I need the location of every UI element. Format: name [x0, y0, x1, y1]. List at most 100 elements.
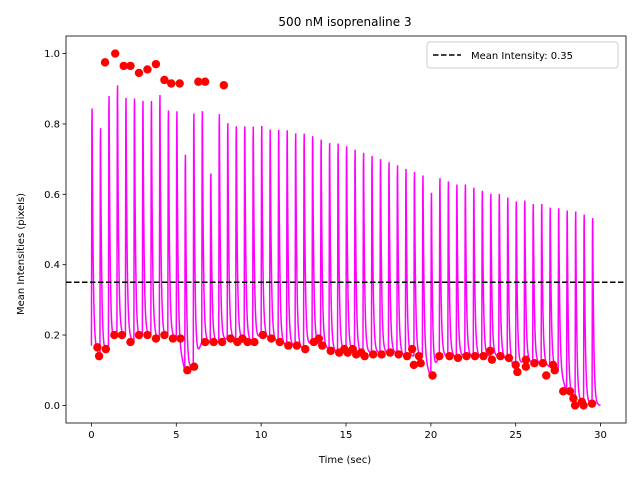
marker-point-12	[219, 81, 229, 90]
y-tick-label-0: 0.0	[44, 401, 60, 412]
marker-point-38	[284, 341, 293, 350]
marker-point-7	[160, 75, 169, 85]
marker-point-51	[360, 351, 369, 361]
x-tick-label-1: 5	[173, 430, 179, 441]
x-tick-label-2: 10	[255, 430, 268, 441]
marker-point-37	[275, 337, 285, 347]
marker-point-80	[550, 366, 559, 375]
y-tick-label-4: 0.8	[44, 119, 60, 130]
marker-point-58	[409, 360, 419, 370]
marker-point-63	[445, 351, 454, 361]
marker-point-19	[134, 330, 144, 340]
marker-point-54	[385, 348, 395, 357]
marker-point-34	[250, 337, 259, 347]
plot-inner	[66, 49, 626, 410]
y-tick-label-2: 0.4	[44, 260, 60, 271]
marker-point-24	[176, 334, 185, 343]
marker-point-59	[416, 358, 425, 368]
marker-point-9	[175, 79, 184, 88]
marker-point-62	[435, 351, 444, 361]
y-tick-label-3: 0.6	[44, 190, 60, 201]
marker-point-64	[453, 353, 463, 363]
x-tick-label-3: 15	[340, 430, 353, 441]
marker-point-55	[394, 350, 403, 359]
marker-point-40	[301, 344, 310, 354]
marker-point-8	[167, 79, 176, 88]
marker-point-66	[470, 351, 480, 361]
marker-point-36	[267, 334, 276, 343]
marker-point-22	[160, 330, 169, 340]
marker-point-87	[587, 399, 597, 408]
x-tick-label-5: 25	[509, 430, 522, 441]
legend-box	[426, 41, 619, 69]
marker-point-33	[243, 337, 252, 347]
marker-point-27	[200, 337, 210, 347]
marker-point-17	[117, 330, 127, 340]
marker-point-78	[542, 371, 551, 380]
marker-point-35	[258, 330, 268, 340]
marker-point-16	[110, 330, 119, 340]
marker-point-28	[209, 337, 218, 347]
marker-point-67	[479, 351, 488, 361]
marker-point-0	[100, 58, 110, 67]
marker-point-84	[570, 401, 580, 410]
marker-point-71	[504, 353, 514, 363]
marker-point-77	[538, 358, 548, 368]
marker-point-29	[217, 337, 227, 347]
marker-point-70	[496, 351, 505, 361]
y-tick-label-5: 1.0	[44, 49, 60, 60]
marker-point-83	[569, 394, 578, 403]
marker-point-65	[462, 351, 471, 361]
marker-point-20	[143, 330, 152, 340]
marker-point-76	[530, 358, 539, 368]
marker-point-25	[183, 366, 192, 375]
marker-point-56	[402, 351, 412, 361]
y-axis-label: Mean Intensities (pixels)	[16, 193, 27, 315]
marker-point-60	[414, 351, 424, 361]
chart-title: 500 nM isoprenaline 3	[278, 15, 411, 29]
legend: Mean Intensity: 0.35	[426, 41, 619, 69]
marker-point-81	[559, 387, 568, 396]
marker-point-2	[119, 61, 128, 71]
marker-point-11	[200, 77, 210, 86]
marker-point-13	[93, 343, 102, 352]
marker-point-10	[194, 77, 203, 86]
marker-point-21	[151, 334, 161, 343]
marker-point-23	[168, 334, 178, 343]
x-tick-label-6: 30	[594, 430, 607, 441]
marker-point-3	[126, 61, 135, 71]
marker-point-14	[94, 351, 104, 361]
marker-point-57	[407, 344, 417, 354]
marker-point-30	[226, 334, 235, 343]
marker-point-53	[377, 350, 386, 359]
marker-point-72	[511, 360, 520, 370]
marker-point-61	[428, 371, 437, 380]
marker-point-43	[318, 341, 327, 350]
legend-entry-mean-intensity: Mean Intensity: 0.35	[471, 51, 573, 62]
marker-point-73	[513, 367, 522, 377]
x-tick-label-0: 0	[88, 430, 94, 441]
y-tick-label-1: 0.2	[44, 331, 60, 342]
marker-point-39	[292, 341, 301, 350]
plot-area	[66, 49, 626, 410]
marker-point-75	[521, 362, 531, 371]
marker-point-15	[101, 344, 111, 354]
x-axis-label: Time (sec)	[318, 455, 371, 466]
marker-point-42	[314, 334, 324, 343]
x-tick-label-4: 20	[424, 430, 437, 441]
x-axis: 0 5 10 15 20 25 30	[88, 423, 607, 441]
y-axis: 0.0 0.2 0.4 0.6 0.8 1.0	[44, 49, 66, 412]
marker-point-5	[143, 65, 152, 74]
marker-point-69	[487, 355, 497, 364]
marker-point-86	[579, 401, 588, 410]
marker-point-4	[134, 68, 144, 78]
marker-point-6	[151, 59, 161, 69]
marker-point-26	[189, 362, 199, 371]
marker-point-68	[486, 346, 495, 356]
marker-point-52	[368, 350, 378, 359]
marker-point-1	[111, 49, 120, 58]
marker-point-82	[565, 387, 575, 396]
marker-point-44	[326, 346, 335, 356]
